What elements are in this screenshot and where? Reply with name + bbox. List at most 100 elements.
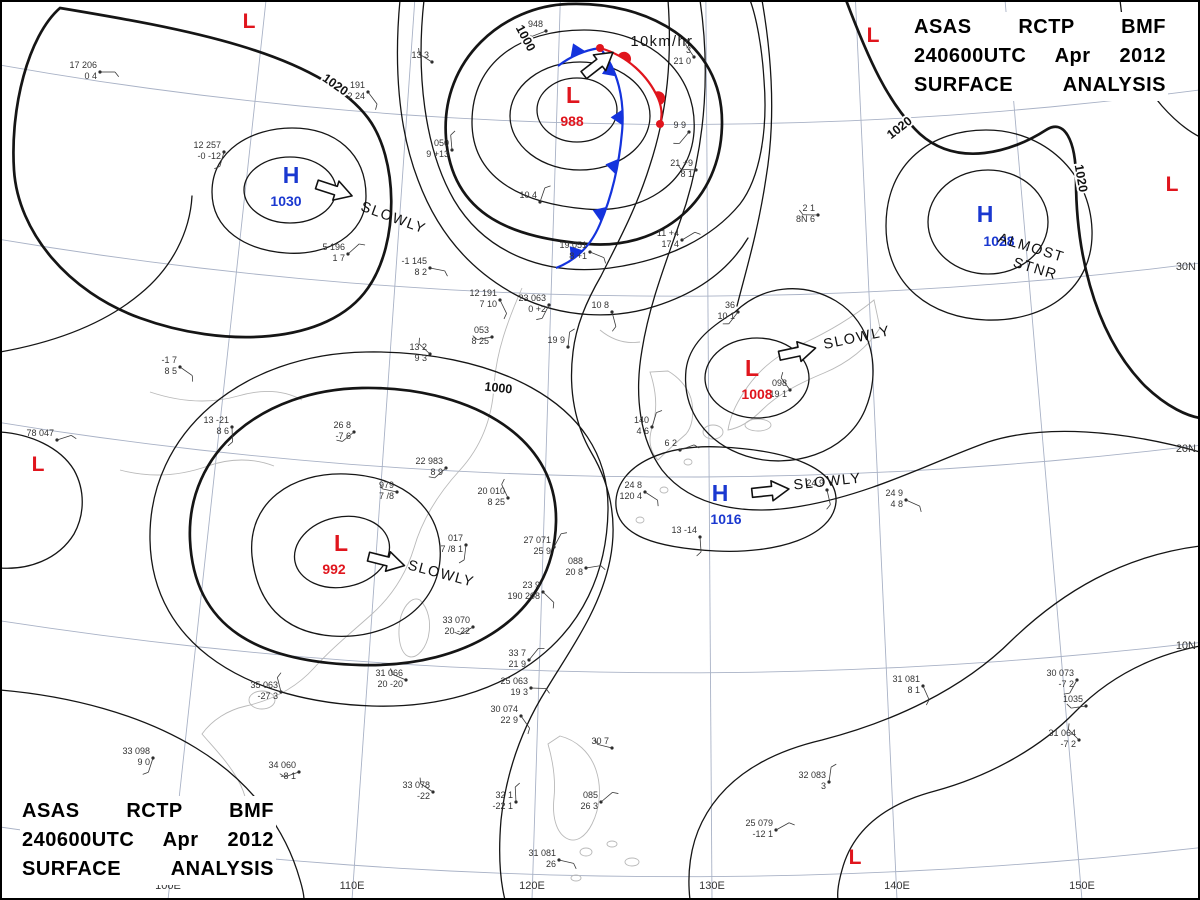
station-plot: 13 -218 6 bbox=[203, 415, 234, 447]
station-text: 4 8 bbox=[890, 499, 903, 509]
meridian-line bbox=[705, 0, 713, 900]
isobar-open bbox=[498, 0, 671, 900]
station-text: 3 bbox=[686, 45, 691, 55]
wind-barb bbox=[693, 444, 700, 449]
station-text: 7 10 bbox=[479, 299, 497, 309]
isobar-ring bbox=[927, 169, 1049, 275]
wind-barb bbox=[1068, 729, 1080, 741]
wind-barb bbox=[597, 743, 613, 749]
station-plot: 13 3 bbox=[411, 48, 434, 64]
wind-barb bbox=[830, 763, 837, 768]
wind-barb bbox=[279, 773, 286, 778]
wind-barb bbox=[284, 771, 300, 778]
station-text: 8 +1 bbox=[569, 251, 587, 261]
wind-barb bbox=[569, 328, 575, 333]
station-text: 20 -20 bbox=[377, 679, 403, 689]
chart-title-top-right: ASAS RCTP BMF 240600UTC Apr 2012 SURFACE… bbox=[912, 12, 1168, 101]
coastline-island bbox=[606, 840, 618, 848]
title-line-1: ASAS RCTP BMF bbox=[22, 800, 274, 822]
station-text: 17 206 bbox=[69, 60, 97, 70]
station-text: 0 4 bbox=[84, 71, 97, 81]
wind-barb bbox=[444, 270, 448, 277]
isobar-open bbox=[688, 545, 1200, 900]
isobar-1020-high-nw bbox=[12, 6, 393, 339]
station-text: 0 +2 bbox=[528, 304, 546, 314]
wind-barb bbox=[418, 343, 431, 355]
wind-barb bbox=[499, 299, 507, 314]
low-marker: L bbox=[32, 453, 45, 476]
station-text: 8 1 bbox=[907, 685, 920, 695]
station-text: 17 4 bbox=[661, 239, 679, 249]
station-text: 2 1 bbox=[802, 203, 815, 213]
station-plot: 26 8-7 6 bbox=[333, 420, 356, 442]
station-text: 8 2 bbox=[414, 267, 427, 277]
coastline-china bbox=[201, 287, 523, 831]
longitude-label: 120E bbox=[519, 880, 545, 892]
wind-barb bbox=[651, 412, 657, 428]
station-text: 32 1 bbox=[495, 790, 513, 800]
station-text: 32 083 bbox=[798, 770, 826, 780]
station-text: 19 3 bbox=[510, 687, 528, 697]
station-text: -27 3 bbox=[257, 691, 278, 701]
wind-barb bbox=[679, 131, 690, 144]
station-plot: 11 +417 4 bbox=[657, 228, 701, 249]
station-text: 088 bbox=[568, 556, 583, 566]
station-plot: 31 064-7 2 bbox=[1048, 723, 1081, 749]
station-text: 13 -14 bbox=[671, 525, 697, 535]
coastline-bohai bbox=[599, 329, 641, 343]
wind-barb bbox=[429, 267, 445, 272]
station-text: 21 +9 bbox=[670, 158, 693, 168]
latitude-label: 10N bbox=[1176, 640, 1196, 652]
low-marker: L bbox=[867, 24, 880, 47]
wind-barb bbox=[179, 366, 193, 376]
pressure-center-value: 1016 bbox=[710, 511, 741, 527]
title-line-3: SURFACE ANALYSIS bbox=[22, 858, 274, 880]
cold-front-triangle bbox=[601, 61, 617, 77]
parallel-line bbox=[0, 620, 1200, 674]
parallel-line bbox=[0, 64, 1200, 125]
wind-barb bbox=[472, 335, 478, 340]
chart-title-bottom-left: ASAS RCTP BMF 240600UTC Apr 2012 SURFACE… bbox=[20, 796, 276, 885]
wind-barb bbox=[585, 565, 601, 569]
meridian-line bbox=[854, 0, 898, 900]
coastline-shikoku bbox=[744, 418, 772, 432]
wind-barb bbox=[1071, 705, 1087, 709]
station-text: 050 bbox=[434, 138, 449, 148]
isobar-ring bbox=[684, 288, 874, 462]
station-text: 8 6 bbox=[216, 426, 229, 436]
station-text: 5 196 bbox=[322, 242, 345, 252]
station-text: 098 bbox=[772, 378, 787, 388]
station-text: 20 010 bbox=[477, 486, 505, 496]
coastline-ryukyu bbox=[683, 458, 693, 466]
station-text: -22 bbox=[417, 791, 430, 801]
parallel-line bbox=[0, 422, 1200, 478]
wind-barb bbox=[826, 504, 831, 510]
longitude-label: 130E bbox=[699, 880, 725, 892]
station-plot: 25 079-12 1 bbox=[745, 818, 795, 839]
wind-barb bbox=[514, 786, 517, 803]
isobar-ring bbox=[615, 446, 837, 552]
station-plot: 13 29 3 bbox=[409, 337, 432, 363]
station-plot: 13 -14 bbox=[671, 525, 702, 557]
station-text: 3 bbox=[821, 781, 826, 791]
wind-barb bbox=[541, 304, 550, 319]
station-text: -7 6 bbox=[335, 431, 351, 441]
wind-barb bbox=[526, 32, 533, 37]
station-plot: 34 060-8 1 bbox=[268, 760, 301, 781]
station-plot: 19 9 bbox=[547, 328, 575, 349]
latitude-label: 30N bbox=[1176, 261, 1196, 273]
wind-barb bbox=[1069, 679, 1078, 694]
coastline-taiwan bbox=[398, 598, 431, 658]
wind-barb bbox=[477, 336, 493, 340]
